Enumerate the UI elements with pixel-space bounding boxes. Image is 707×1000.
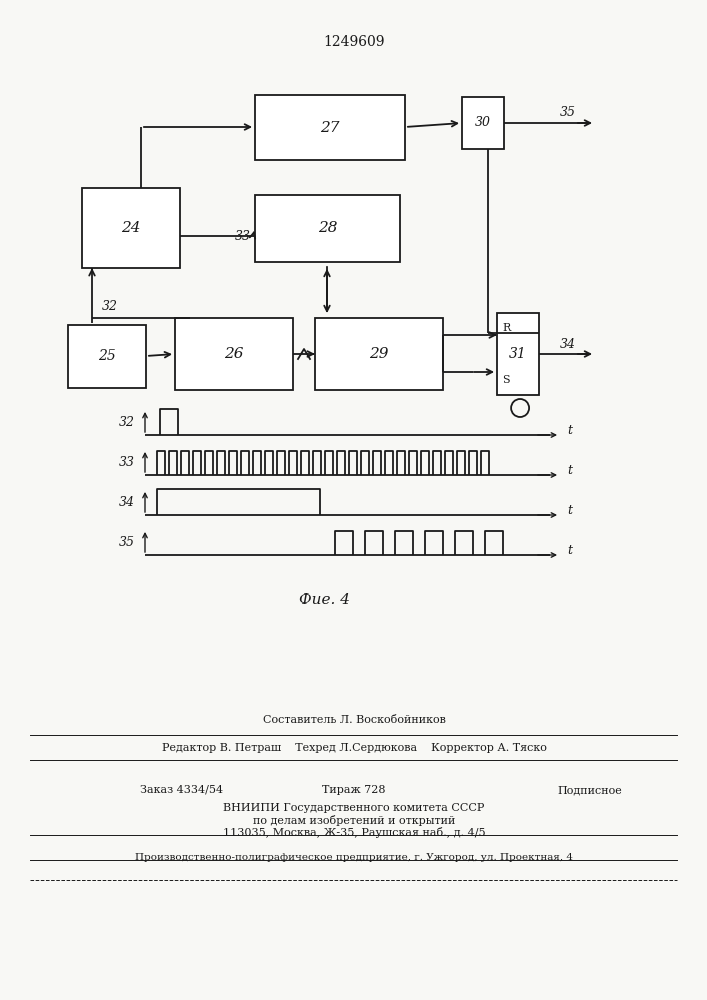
Bar [175, 318, 293, 390]
Text: t: t [568, 424, 573, 438]
Text: 32: 32 [119, 416, 135, 430]
Text: 32: 32 [102, 300, 118, 312]
Text: 33: 33 [119, 456, 135, 470]
Text: 35: 35 [119, 536, 135, 550]
Text: 28: 28 [317, 222, 337, 235]
Text: Заказ 4334/54: Заказ 4334/54 [140, 785, 223, 795]
Text: 30: 30 [475, 116, 491, 129]
Text: 35: 35 [560, 106, 576, 119]
Text: 113035, Москва, Ж-35, Раушская наб., д. 4/5: 113035, Москва, Ж-35, Раушская наб., д. … [223, 826, 485, 838]
Text: 27: 27 [320, 120, 340, 134]
Text: 26: 26 [224, 347, 244, 361]
Text: 25: 25 [98, 350, 116, 363]
Text: Редактор В. Петраш    Техред Л.Сердюкова    Корректор А. Тяско: Редактор В. Петраш Техред Л.Сердюкова Ко… [162, 743, 547, 753]
Bar [462, 97, 504, 149]
Bar [255, 195, 400, 262]
Text: 29: 29 [369, 347, 389, 361]
Text: R: R [502, 323, 510, 333]
Text: 24: 24 [121, 221, 141, 235]
Text: 33: 33 [235, 230, 251, 242]
Bar [497, 313, 539, 395]
Text: 31: 31 [509, 347, 527, 361]
Text: 34: 34 [119, 496, 135, 510]
Text: Производственно-полиграфическое предприятие, г. Ужгород, ул. Проектная, 4: Производственно-полиграфическое предприя… [135, 854, 573, 862]
Bar [82, 188, 180, 268]
Text: 34: 34 [560, 338, 576, 351]
Text: Тираж 728: Тираж 728 [322, 785, 386, 795]
Text: Составитель Л. Воскобойников: Составитель Л. Воскобойников [262, 715, 445, 725]
Text: t: t [568, 504, 573, 518]
Text: t: t [568, 544, 573, 558]
Bar [255, 95, 405, 160]
Bar [68, 325, 146, 388]
Text: 1249609: 1249609 [323, 35, 385, 49]
Text: Фие. 4: Фие. 4 [300, 593, 351, 607]
Text: ВНИИПИ Государственного комитета СССР: ВНИИПИ Государственного комитета СССР [223, 803, 485, 813]
Text: S: S [502, 375, 510, 385]
Text: Подписное: Подписное [558, 785, 622, 795]
Bar [315, 318, 443, 390]
Text: по делам изобретений и открытий: по делам изобретений и открытий [253, 814, 455, 826]
Text: t: t [568, 464, 573, 478]
